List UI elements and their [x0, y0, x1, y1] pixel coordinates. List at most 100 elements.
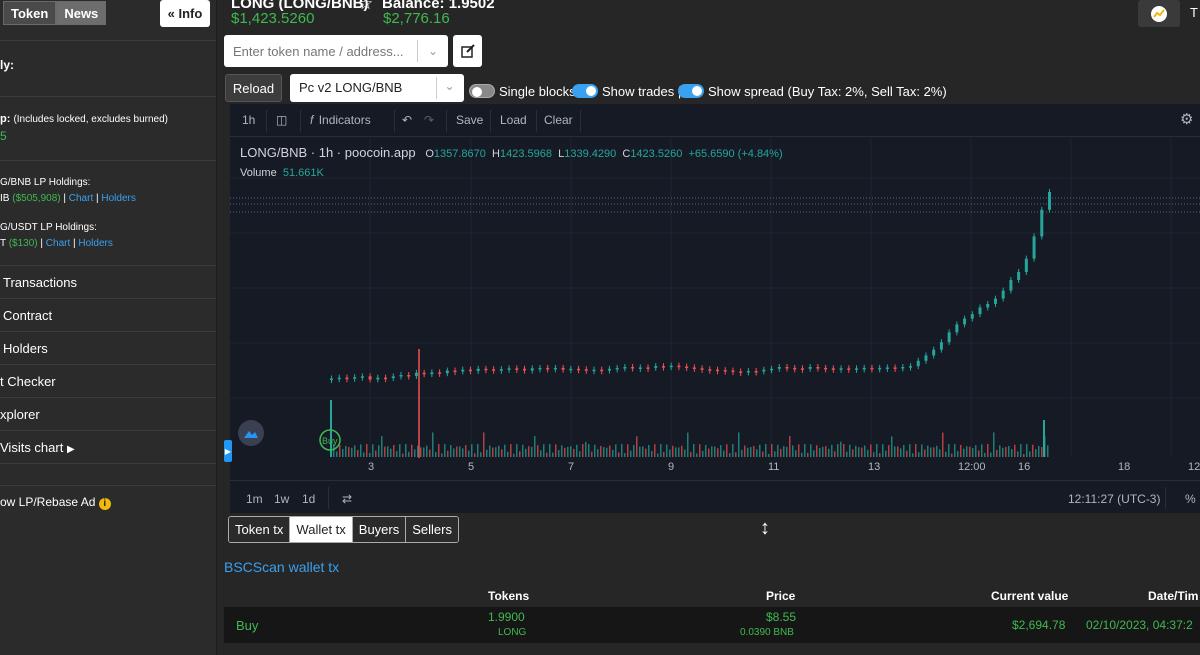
lp1-chart-link[interactable]: Chart — [68, 193, 94, 204]
candle — [1048, 192, 1051, 210]
range-1d[interactable]: 1d — [302, 492, 316, 506]
tab-buyers[interactable]: Buyers — [352, 517, 407, 542]
volume-bar — [342, 449, 344, 457]
sidebar-item-transactions[interactable]: Transactions — [3, 275, 77, 290]
buy-marker[interactable] — [319, 429, 341, 451]
candle — [499, 369, 503, 371]
chevron-down-icon[interactable]: ⌄ — [417, 40, 448, 62]
candle-type-icon[interactable]: ◫ — [276, 113, 288, 127]
lp1-amount: IB — [0, 193, 10, 204]
load-button[interactable]: Load — [500, 113, 527, 127]
tx-tabs: Token tx Wallet tx Buyers Sellers — [228, 516, 459, 543]
volume-bar — [870, 444, 872, 457]
show-spread-toggle[interactable] — [678, 84, 704, 98]
lp2-holders-link[interactable]: Holders — [78, 238, 113, 249]
poocoin-logo-icon — [238, 420, 264, 446]
tab-news[interactable]: News — [56, 1, 107, 25]
market-cap-value: 5 — [0, 129, 7, 143]
redo-icon[interactable]: ↷ — [424, 113, 435, 127]
table-row[interactable]: Buy 1.9900 LONG $8.55 0.0390 BNB $2,694.… — [224, 607, 1200, 643]
volume-bar — [951, 453, 953, 457]
sidebar-item-visits-chart[interactable]: Visits chart ▶ — [0, 440, 75, 455]
percent-toggle[interactable]: % — [1185, 492, 1196, 506]
volume-bar — [438, 444, 440, 457]
range-1m[interactable]: 1m — [246, 492, 263, 506]
tab-token[interactable]: Token — [3, 1, 57, 25]
candle — [1001, 290, 1005, 299]
volume-bar — [912, 453, 914, 457]
single-blocks-toggle[interactable] — [469, 84, 495, 98]
volume-bar — [489, 445, 491, 457]
volume-bar — [351, 447, 353, 457]
sidebar-item-explorer[interactable]: xplorer — [0, 407, 40, 422]
indicators-button[interactable]: f Indicators — [310, 113, 371, 127]
tab-token-tx[interactable]: Token tx — [229, 517, 291, 542]
candle — [708, 369, 712, 371]
volume-bar — [819, 448, 821, 457]
volume-bar — [828, 448, 830, 457]
reload-button[interactable]: Reload — [225, 74, 282, 102]
favorite-star-icon[interactable]: ☆ — [358, 0, 374, 13]
gear-icon[interactable]: ⚙ — [1180, 111, 1194, 128]
volume-bar — [636, 436, 638, 457]
lp1-holders-link[interactable]: Holders — [101, 193, 136, 204]
volume-bar — [600, 445, 602, 457]
volume-bar — [747, 447, 749, 457]
volume-bar — [741, 449, 743, 457]
candle — [661, 366, 665, 368]
tx-price-bnb: 0.0390 BNB — [740, 627, 794, 638]
candle — [947, 332, 951, 343]
volume-bar — [696, 453, 698, 457]
volume-bar — [1005, 447, 1007, 457]
clear-button[interactable]: Clear — [544, 113, 573, 127]
volume-bar — [330, 400, 332, 457]
tab-wallet-tx[interactable]: Wallet tx — [290, 517, 353, 542]
tab-sellers[interactable]: Sellers — [406, 517, 458, 542]
sidebar-item-contract[interactable]: Contract — [3, 308, 53, 323]
lp1-value: ($505,908) — [12, 193, 61, 204]
volume-bar — [693, 444, 695, 457]
candle — [438, 372, 442, 374]
volume-value: 51.661K — [282, 167, 324, 179]
volume-bar — [510, 444, 512, 457]
token-search-input[interactable] — [224, 35, 414, 67]
candle — [376, 377, 380, 380]
range-1w[interactable]: 1w — [274, 492, 290, 506]
volume-bar — [777, 444, 779, 457]
sidebar-item-holders[interactable]: Holders — [3, 341, 48, 356]
header-right-label: T — [1190, 5, 1198, 20]
date-range-icon[interactable]: ⇄ — [342, 492, 353, 506]
volume-bar — [549, 444, 551, 457]
undo-icon[interactable]: ↶ — [402, 113, 413, 127]
edit-button[interactable] — [453, 35, 482, 67]
bscscan-wallet-link[interactable]: BSCScan wallet tx — [224, 559, 340, 575]
candle — [669, 365, 673, 368]
x-tick-label: 9 — [668, 461, 675, 473]
volume-bar — [714, 446, 716, 457]
resize-handle-icon[interactable]: ↕ — [760, 517, 770, 539]
volume-bar — [966, 446, 968, 457]
lp2-chart-link[interactable]: Chart — [45, 238, 71, 249]
candle — [1032, 236, 1036, 259]
chevron-right-icon[interactable]: ▶ — [224, 440, 232, 462]
chart-legend: LONG/BNB · 1h · poocoin.app O1357.8670 H… — [240, 145, 783, 160]
sidebar-item-ad[interactable]: ow LP/Rebase Ad i — [0, 495, 111, 510]
volume-bar — [519, 451, 521, 457]
pair-select[interactable]: Pc v2 LONG/BNB ⌄ — [290, 74, 464, 102]
chart-bottom-bar: 1m 1w 1d ⇄ 12:11:27 (UTC-3) % — [230, 480, 1200, 513]
candle — [692, 367, 696, 369]
info-icon: i — [98, 498, 111, 510]
show-trades-toggle[interactable] — [572, 84, 598, 98]
save-button[interactable]: Save — [456, 113, 484, 127]
tx-price: $8.55 — [766, 610, 797, 624]
volume-bar — [837, 444, 839, 457]
info-button[interactable]: « Info — [160, 0, 210, 27]
wallet-button[interactable] — [1138, 0, 1180, 27]
volume-bar — [486, 449, 488, 457]
volume-bar — [624, 453, 626, 457]
interval-button[interactable]: 1h — [242, 113, 256, 127]
price-chart[interactable]: 1h ◫ f Indicators ↶ ↷ Save Load Clear ⚙ … — [224, 104, 1200, 513]
tx-date: 02/10/2023, 04:37:2 — [1086, 618, 1193, 632]
candle — [584, 369, 588, 371]
sidebar-item-checker[interactable]: t Checker — [0, 374, 56, 389]
